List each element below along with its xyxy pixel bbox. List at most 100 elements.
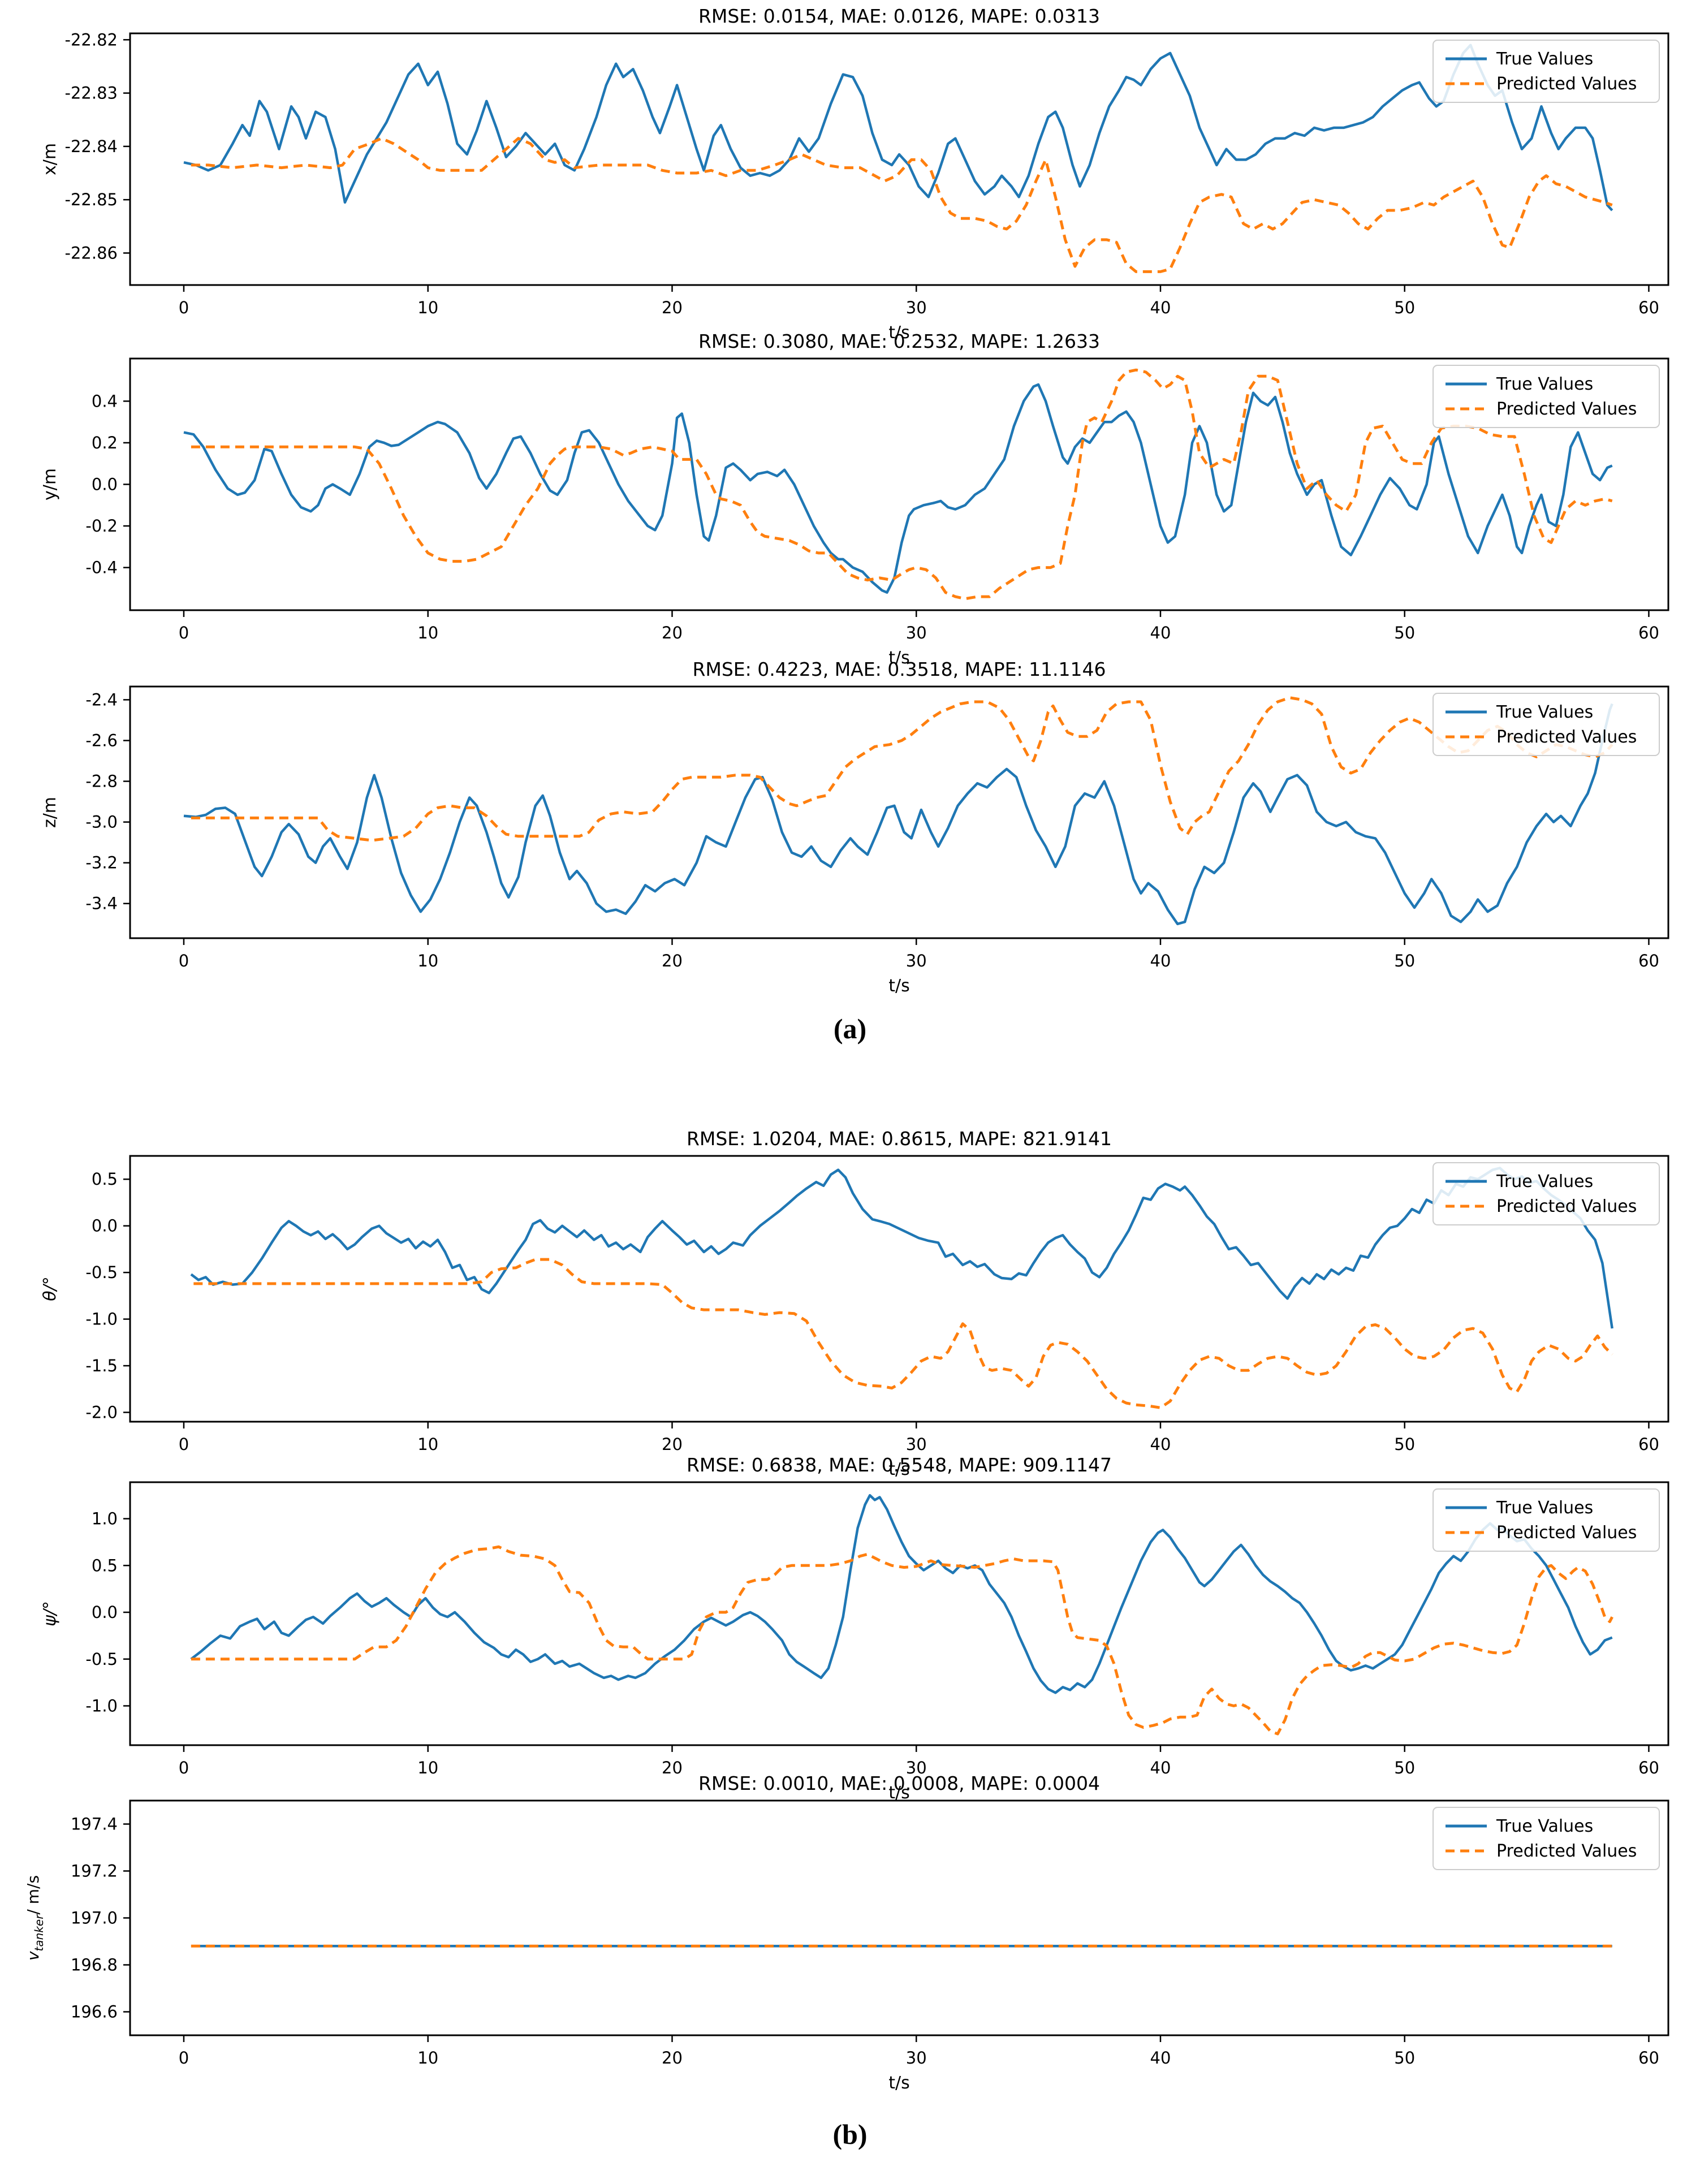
group-label-b: (b) (832, 2118, 868, 2150)
predicted-values-line (193, 1258, 1613, 1409)
legend-true-label: True Values (1496, 374, 1593, 394)
x-tick-label: 30 (906, 2048, 927, 2068)
predicted-values-line (191, 1545, 1613, 1736)
x-tick-label: 20 (662, 951, 683, 970)
predicted-values-line (191, 696, 1613, 842)
axes-frame (129, 32, 1669, 286)
x-tick-label: 40 (1150, 623, 1171, 642)
axes-frame (129, 1799, 1669, 2036)
true-values-line (190, 1494, 1613, 1694)
x-tick-label: 0 (179, 623, 189, 642)
x-tick-label: 0 (179, 951, 189, 970)
legend-true-label: True Values (1496, 1816, 1593, 1836)
y-tick-label: 1.0 (92, 1509, 118, 1529)
legend-pred-label: Predicted Values (1496, 399, 1637, 419)
x-tick-label: 0 (179, 298, 189, 317)
legend-box (1433, 365, 1660, 428)
axes-frame (129, 357, 1669, 611)
true-values-line (183, 383, 1613, 594)
y-axis-label: ψ/° (40, 1601, 60, 1626)
y-tick-label: 0.5 (92, 1169, 118, 1189)
y-tick-label: -3.0 (85, 813, 118, 832)
plot-canvas: -2.4 -2.6 -2.8 -3.0 -3.2 -3.4 0 10 20 30 40 50 60 t/s… (40, 685, 1669, 996)
y-tick-label: -22.83 (65, 84, 118, 103)
x-tick-label: 30 (906, 1435, 927, 1454)
y-tick-label: -1.0 (85, 1310, 118, 1329)
y-tick-label: -3.4 (85, 894, 118, 913)
true-values-line (190, 1167, 1613, 1329)
x-axis-label: t/s (888, 976, 910, 996)
y-axis-label: vtanker/ m/s (24, 1875, 46, 1961)
x-tick-label: 20 (662, 298, 683, 317)
plot-canvas: 0.4 0.2 0.0 -0.2 -0.4 0 10 20 30 40 50 60 t/s y/m True… (40, 357, 1669, 668)
y-tick-label: -3.2 (85, 853, 118, 873)
x-tick-label: 0 (179, 1758, 189, 1777)
y-axis-label: x/m (40, 143, 60, 175)
x-tick-label: 10 (417, 623, 438, 642)
x-tick-label: 60 (1638, 2048, 1659, 2068)
y-tick-label: -2.8 (85, 772, 118, 791)
legend-box (1433, 1807, 1660, 1870)
y-tick-label: 196.6 (71, 2002, 118, 2022)
y-tick-label: -1.0 (85, 1696, 118, 1715)
x-tick-label: 30 (906, 623, 927, 642)
true-values-line (183, 44, 1613, 212)
y-tick-label: -22.82 (65, 32, 118, 49)
x-tick-label: 40 (1150, 2048, 1171, 2068)
true-values-line (183, 703, 1613, 926)
x-tick-label: 40 (1150, 1435, 1171, 1454)
y-axis-label: θ/° (40, 1276, 60, 1301)
x-axis-label: t/s (888, 2073, 910, 2093)
x-tick-label: 30 (906, 1758, 927, 1777)
group-label-a: (a) (833, 1013, 867, 1044)
y-tick-label: -2.0 (85, 1403, 118, 1422)
legend-box (1433, 40, 1660, 103)
x-tick-label: 40 (1150, 951, 1171, 970)
plot-canvas: 0.5 0.0 -0.5 -1.0 -1.5 -2.0 0 10 20 30 40 50 60 t/s θ/… (40, 1155, 1669, 1479)
y-tick-label: -0.4 (85, 558, 118, 577)
chart-title: RMSE: 0.0010, MAE: 0.0008, MAPE: 0.0004 (698, 1772, 1101, 1794)
legend-true-label: True Values (1496, 1498, 1593, 1518)
chart-title: RMSE: 0.0154, MAE: 0.0126, MAPE: 0.0313 (698, 5, 1101, 27)
x-tick-label: 0 (179, 2048, 189, 2068)
x-tick-label: 0 (179, 1435, 189, 1454)
x-tick-label: 10 (417, 951, 438, 970)
x-tick-label: 10 (417, 298, 438, 317)
plot-canvas: -22.82 -22.83 -22.84 -22.85 -22.86 0 10 20 30 40 5… (40, 32, 1669, 343)
y-tick-label: 0.2 (92, 433, 118, 452)
x-tick-label: 10 (417, 2048, 438, 2068)
legend-pred-label: Predicted Values (1496, 727, 1637, 747)
x-axis-label: t/s (888, 648, 910, 668)
chart-title: RMSE: 1.0204, MAE: 0.8615, MAPE: 821.914… (686, 1128, 1112, 1150)
x-tick-label: 50 (1394, 951, 1415, 970)
chart-title: RMSE: 0.3080, MAE: 0.2532, MAPE: 1.2633 (698, 330, 1101, 352)
y-tick-label: -2.6 (85, 731, 118, 750)
legend-box (1433, 693, 1660, 756)
legend-box (1433, 1162, 1660, 1225)
x-tick-label: 40 (1150, 298, 1171, 317)
y-tick-label: 196.8 (71, 1956, 118, 1975)
x-tick-label: 50 (1394, 298, 1415, 317)
y-axis-label: z/m (40, 797, 60, 828)
legend-box (1433, 1488, 1660, 1552)
x-tick-label: 60 (1638, 1435, 1659, 1454)
y-tick-label: -0.2 (85, 516, 118, 536)
x-axis-label: t/s (888, 1460, 910, 1479)
x-tick-label: 20 (662, 1435, 683, 1454)
y-tick-label: 197.4 (71, 1815, 118, 1834)
y-tick-label: 197.0 (71, 1909, 118, 1928)
predicted-values-line (191, 368, 1613, 601)
predicted-values-line (191, 137, 1613, 273)
axes-frame (129, 685, 1669, 939)
legend-pred-label: Predicted Values (1496, 1197, 1637, 1216)
x-tick-label: 10 (417, 1435, 438, 1454)
legend-true-label: True Values (1496, 702, 1593, 722)
y-tick-label: 197.2 (71, 1862, 118, 1881)
plot-canvas: 197.4 197.2 197.0 196.8 196.6 0 10 20 30 40 50 60 t/… (24, 1799, 1669, 2093)
y-tick-label: -22.86 (65, 243, 118, 262)
y-tick-label: 0.4 (92, 391, 118, 411)
y-axis-label: y/m (40, 468, 60, 500)
y-tick-label: -22.84 (65, 137, 118, 156)
y-tick-label: 0.0 (92, 1603, 118, 1622)
